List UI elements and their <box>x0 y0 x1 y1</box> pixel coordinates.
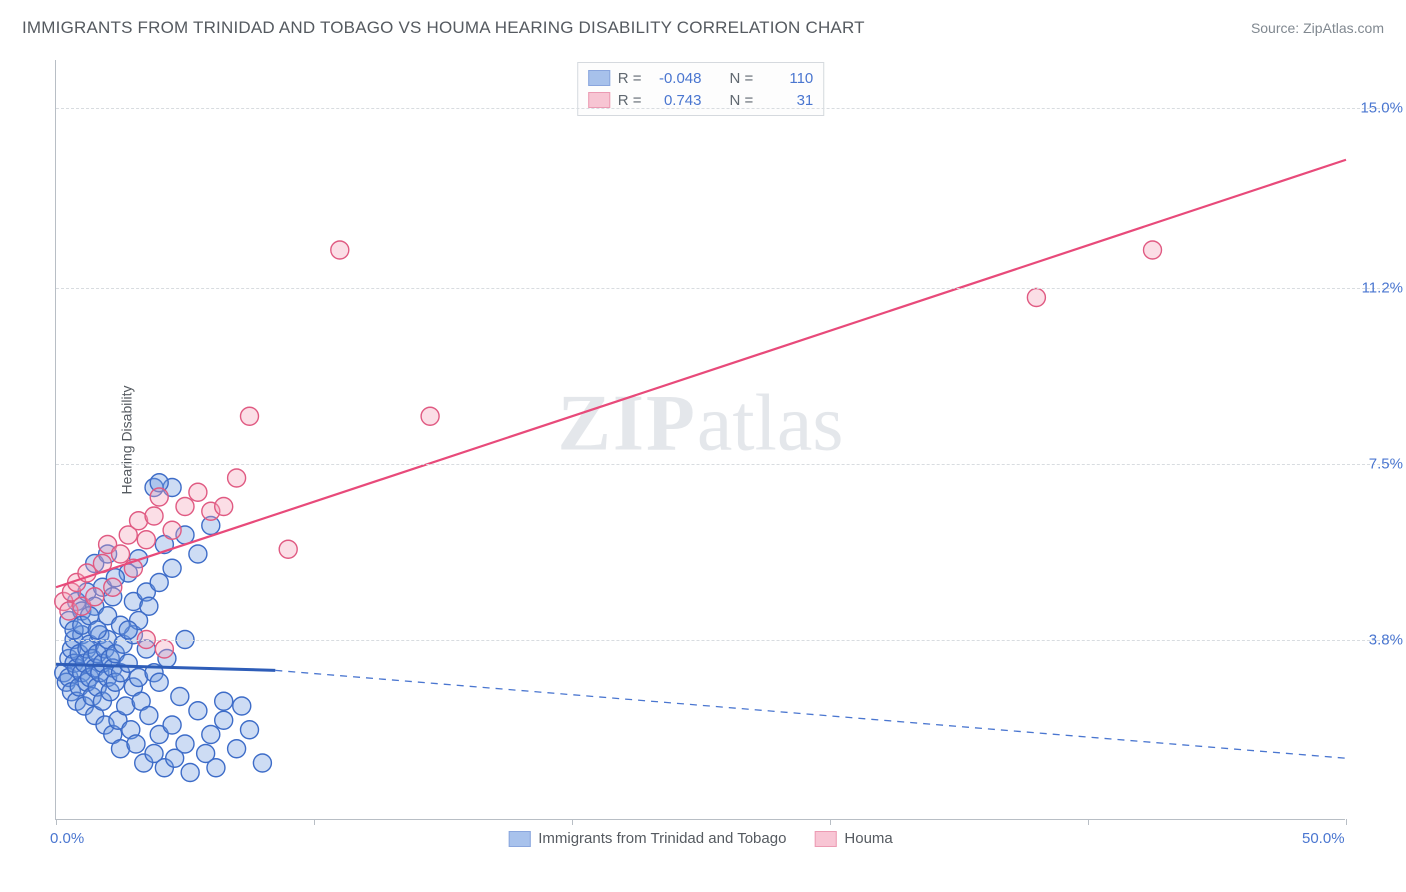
series-legend-item-2: Houma <box>814 830 892 847</box>
data-point <box>233 697 251 715</box>
data-point <box>86 588 104 606</box>
y-tick-label: 7.5% <box>1369 455 1403 472</box>
y-tick-label: 15.0% <box>1360 99 1403 116</box>
data-point <box>137 531 155 549</box>
series-swatch-1 <box>508 831 530 847</box>
trend-line-dashed <box>275 670 1346 758</box>
data-point <box>215 498 233 516</box>
series-swatch-2 <box>814 831 836 847</box>
data-point <box>150 488 168 506</box>
data-point <box>228 469 246 487</box>
data-point <box>163 521 181 539</box>
data-point <box>228 740 246 758</box>
data-point <box>150 574 168 592</box>
legend-swatch-1 <box>588 70 610 86</box>
legend-row-1: R = -0.048 N = 110 <box>588 67 814 89</box>
data-point <box>189 702 207 720</box>
data-point <box>241 721 259 739</box>
trend-line <box>56 160 1346 588</box>
x-tick-label: 50.0% <box>1302 830 1345 847</box>
data-point <box>163 559 181 577</box>
data-point <box>176 735 194 753</box>
legend-n-label-1: N = <box>730 70 754 87</box>
legend-r-value-2: 0.743 <box>650 92 702 109</box>
source-label: Source: ZipAtlas.com <box>1251 20 1384 36</box>
data-point <box>127 735 145 753</box>
data-point <box>176 498 194 516</box>
series-legend: Immigrants from Trinidad and Tobago Houm… <box>508 830 893 847</box>
legend-r-label-1: R = <box>618 70 642 87</box>
legend-n-value-1: 110 <box>761 70 813 87</box>
data-point <box>163 716 181 734</box>
data-point <box>181 764 199 782</box>
data-point <box>189 545 207 563</box>
data-point <box>104 578 122 596</box>
x-tick-label: 0.0% <box>50 830 84 847</box>
legend-r-value-1: -0.048 <box>650 70 702 87</box>
chart-title: IMMIGRANTS FROM TRINIDAD AND TOBAGO VS H… <box>22 18 865 38</box>
series-label-1: Immigrants from Trinidad and Tobago <box>538 830 786 847</box>
data-point <box>155 640 173 658</box>
plot-svg <box>56 60 1345 819</box>
data-point <box>112 545 130 563</box>
series-label-2: Houma <box>844 830 892 847</box>
data-point <box>1027 289 1045 307</box>
plot-area: Hearing Disability ZIPatlas R = -0.048 N… <box>55 60 1345 820</box>
data-point <box>279 540 297 558</box>
data-point <box>241 407 259 425</box>
legend-r-label-2: R = <box>618 92 642 109</box>
data-point <box>145 507 163 525</box>
data-point <box>207 759 225 777</box>
data-point <box>119 621 137 639</box>
series-legend-item-1: Immigrants from Trinidad and Tobago <box>508 830 786 847</box>
data-point <box>189 483 207 501</box>
data-point <box>171 688 189 706</box>
data-point <box>331 241 349 259</box>
data-point <box>215 692 233 710</box>
data-point <box>202 726 220 744</box>
data-point <box>421 407 439 425</box>
y-tick-label: 11.2% <box>1362 280 1403 297</box>
legend-swatch-2 <box>588 92 610 108</box>
data-point <box>215 711 233 729</box>
data-point <box>253 754 271 772</box>
data-point <box>140 707 158 725</box>
legend-n-value-2: 31 <box>761 92 813 109</box>
data-point <box>1144 241 1162 259</box>
y-tick-label: 3.8% <box>1369 631 1403 648</box>
data-point <box>150 673 168 691</box>
data-point <box>140 597 158 615</box>
legend-n-label-2: N = <box>730 92 754 109</box>
data-point <box>88 621 106 639</box>
